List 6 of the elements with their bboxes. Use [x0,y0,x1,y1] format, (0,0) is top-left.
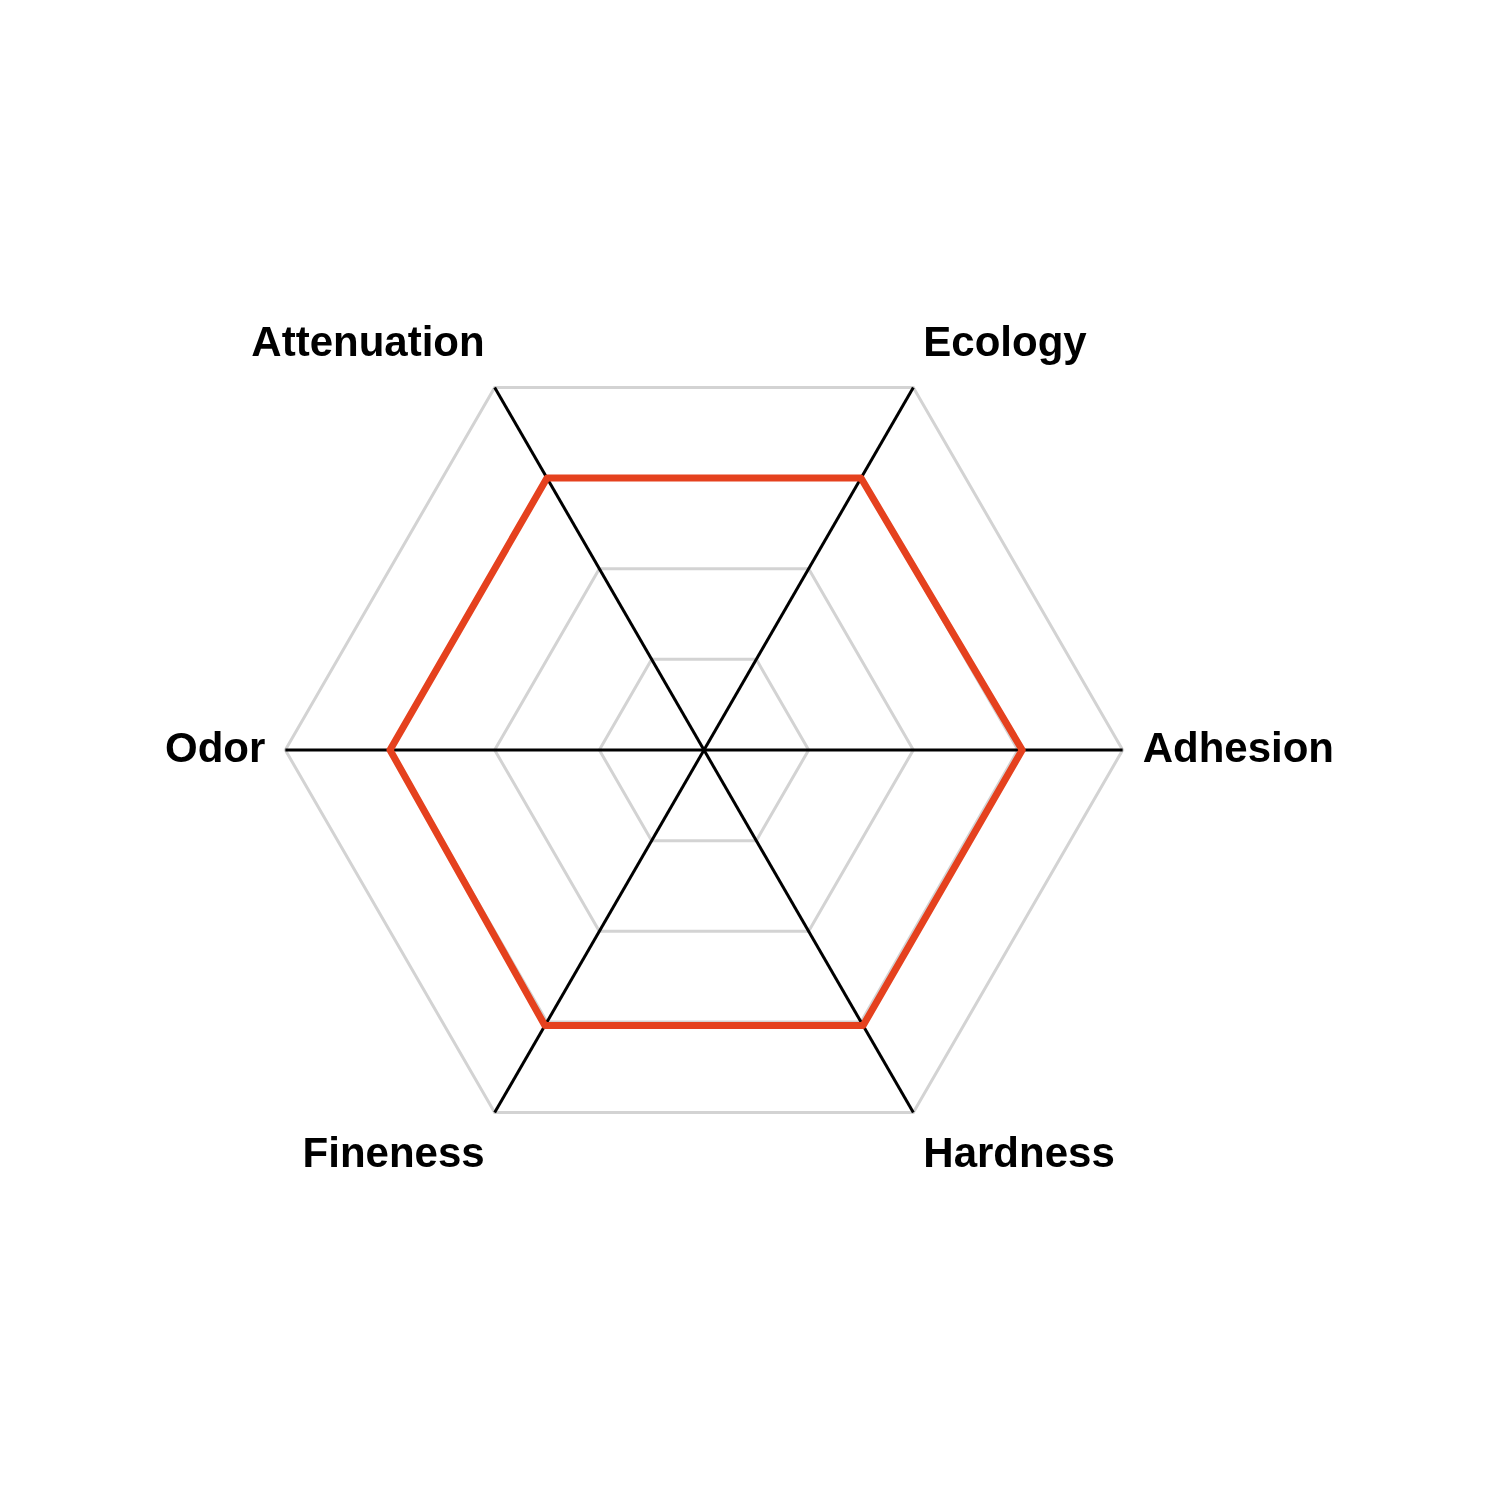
spoke-label: Fineness [302,1128,485,1176]
spoke-label: Hardness [923,1128,1115,1176]
spoke-label: Attenuation [251,318,485,366]
spoke-label: Ecology [923,318,1088,366]
spoke-label: Odor [165,723,266,771]
spoke-label: Adhesion [1142,723,1335,771]
